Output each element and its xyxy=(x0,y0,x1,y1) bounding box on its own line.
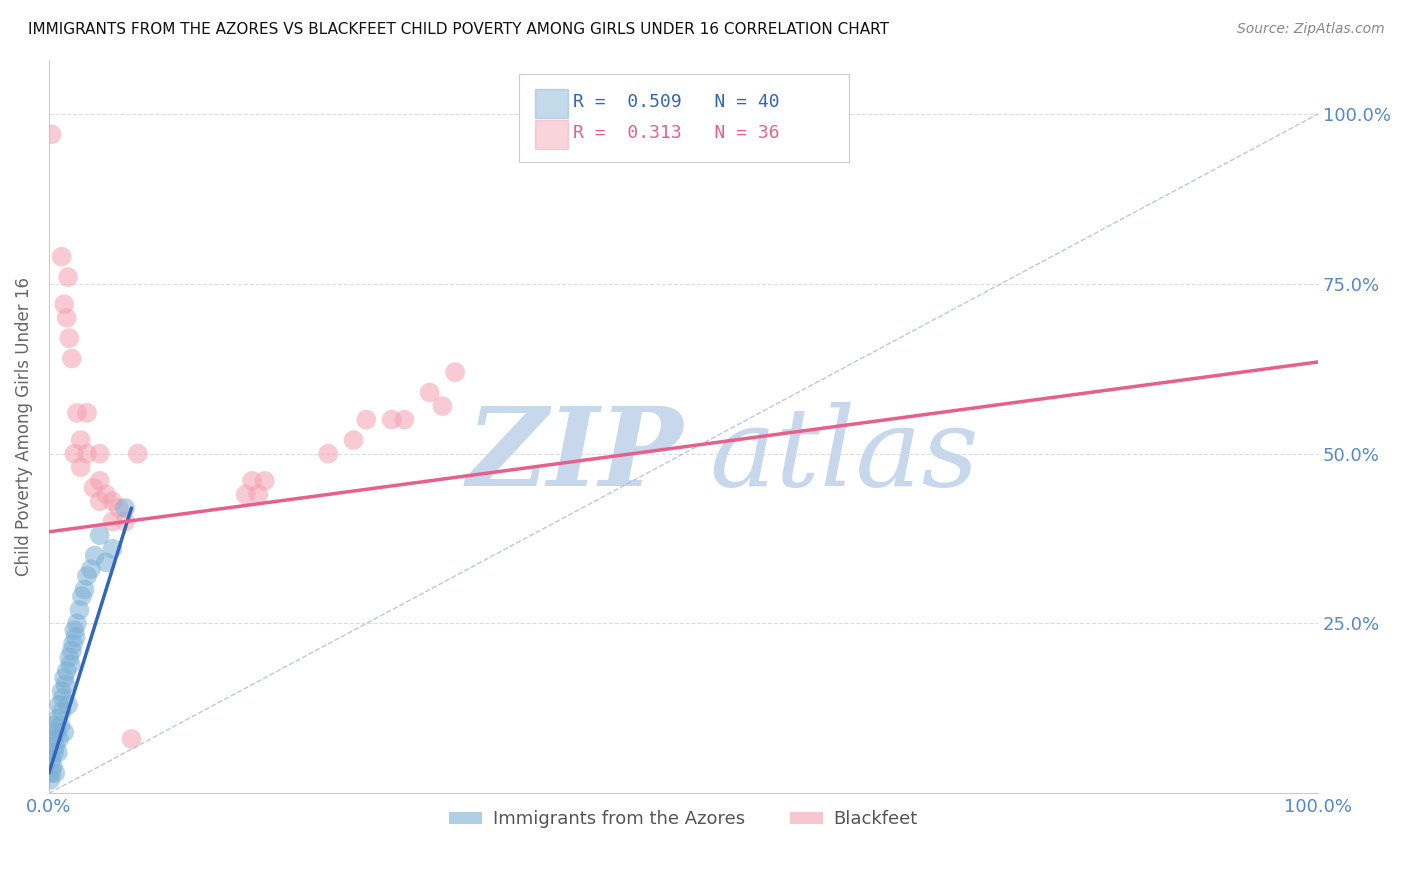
Point xyxy=(94,555,117,569)
Point xyxy=(127,447,149,461)
Point xyxy=(53,725,76,739)
Legend: Immigrants from the Azores, Blackfeet: Immigrants from the Azores, Blackfeet xyxy=(443,803,925,836)
Point xyxy=(114,515,136,529)
Point xyxy=(44,739,66,753)
Point xyxy=(89,447,111,461)
Point xyxy=(66,616,89,631)
Point xyxy=(62,637,84,651)
Point xyxy=(46,712,69,726)
Point xyxy=(56,270,79,285)
Point xyxy=(67,603,90,617)
Point xyxy=(235,487,257,501)
Point xyxy=(58,331,80,345)
Point xyxy=(76,569,98,583)
Point xyxy=(48,731,70,746)
Point xyxy=(52,691,75,706)
Point xyxy=(316,447,339,461)
Point xyxy=(76,447,98,461)
Point xyxy=(48,698,70,712)
Point xyxy=(381,412,404,426)
Point xyxy=(45,725,67,739)
Point xyxy=(253,474,276,488)
Point xyxy=(55,664,77,678)
Point xyxy=(46,746,69,760)
Point xyxy=(89,474,111,488)
Point xyxy=(51,705,73,719)
Point xyxy=(41,128,63,142)
Text: R =  0.509   N = 40: R = 0.509 N = 40 xyxy=(574,93,780,112)
Point xyxy=(69,460,91,475)
Point xyxy=(42,718,65,732)
Point xyxy=(41,766,63,780)
Point xyxy=(58,650,80,665)
Point xyxy=(70,590,93,604)
Point xyxy=(39,772,62,787)
Point xyxy=(247,487,270,501)
Point xyxy=(83,549,105,563)
Point xyxy=(432,399,454,413)
Point xyxy=(73,582,96,597)
Point xyxy=(419,385,441,400)
Point xyxy=(49,718,72,732)
Point xyxy=(82,481,104,495)
Point xyxy=(42,746,65,760)
Point xyxy=(42,731,65,746)
Point xyxy=(342,433,364,447)
Point xyxy=(44,766,66,780)
Point xyxy=(80,562,103,576)
Point xyxy=(65,630,87,644)
Y-axis label: Child Poverty Among Girls Under 16: Child Poverty Among Girls Under 16 xyxy=(15,277,32,576)
FancyBboxPatch shape xyxy=(536,89,568,119)
Point xyxy=(51,684,73,698)
Point xyxy=(101,494,124,508)
Point xyxy=(42,759,65,773)
Point xyxy=(76,406,98,420)
Point xyxy=(114,501,136,516)
FancyBboxPatch shape xyxy=(519,74,849,162)
Point xyxy=(89,494,111,508)
Point xyxy=(56,698,79,712)
Point xyxy=(89,528,111,542)
Point xyxy=(394,412,416,426)
Point xyxy=(107,501,129,516)
Point xyxy=(59,657,82,672)
Text: ZIP: ZIP xyxy=(467,402,683,509)
Point xyxy=(66,406,89,420)
Point xyxy=(356,412,378,426)
Point xyxy=(240,474,263,488)
Point xyxy=(55,678,77,692)
Text: Source: ZipAtlas.com: Source: ZipAtlas.com xyxy=(1237,22,1385,37)
Point xyxy=(63,624,86,638)
Point xyxy=(53,671,76,685)
Point xyxy=(60,351,83,366)
Point xyxy=(101,541,124,556)
Point xyxy=(444,365,467,379)
Text: IMMIGRANTS FROM THE AZORES VS BLACKFEET CHILD POVERTY AMONG GIRLS UNDER 16 CORRE: IMMIGRANTS FROM THE AZORES VS BLACKFEET … xyxy=(28,22,889,37)
Text: atlas: atlas xyxy=(709,402,979,509)
FancyBboxPatch shape xyxy=(536,120,568,149)
Point xyxy=(69,433,91,447)
Point xyxy=(121,731,143,746)
Point xyxy=(55,310,77,325)
Point xyxy=(41,752,63,766)
Point xyxy=(53,297,76,311)
Point xyxy=(94,487,117,501)
Point xyxy=(60,643,83,657)
Point xyxy=(63,447,86,461)
Point xyxy=(101,515,124,529)
Point xyxy=(51,250,73,264)
Text: R =  0.313   N = 36: R = 0.313 N = 36 xyxy=(574,124,780,142)
